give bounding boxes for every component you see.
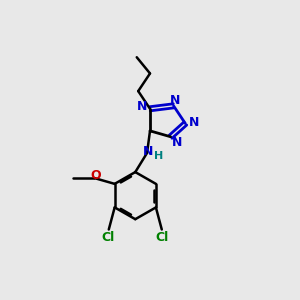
Text: N: N	[137, 100, 147, 113]
Text: Cl: Cl	[102, 231, 115, 244]
Text: H: H	[154, 151, 163, 161]
Text: N: N	[172, 136, 182, 148]
Text: O: O	[90, 169, 101, 182]
Text: N: N	[170, 94, 180, 107]
Text: N: N	[189, 116, 200, 128]
Text: N: N	[143, 145, 154, 158]
Text: Cl: Cl	[156, 231, 169, 244]
